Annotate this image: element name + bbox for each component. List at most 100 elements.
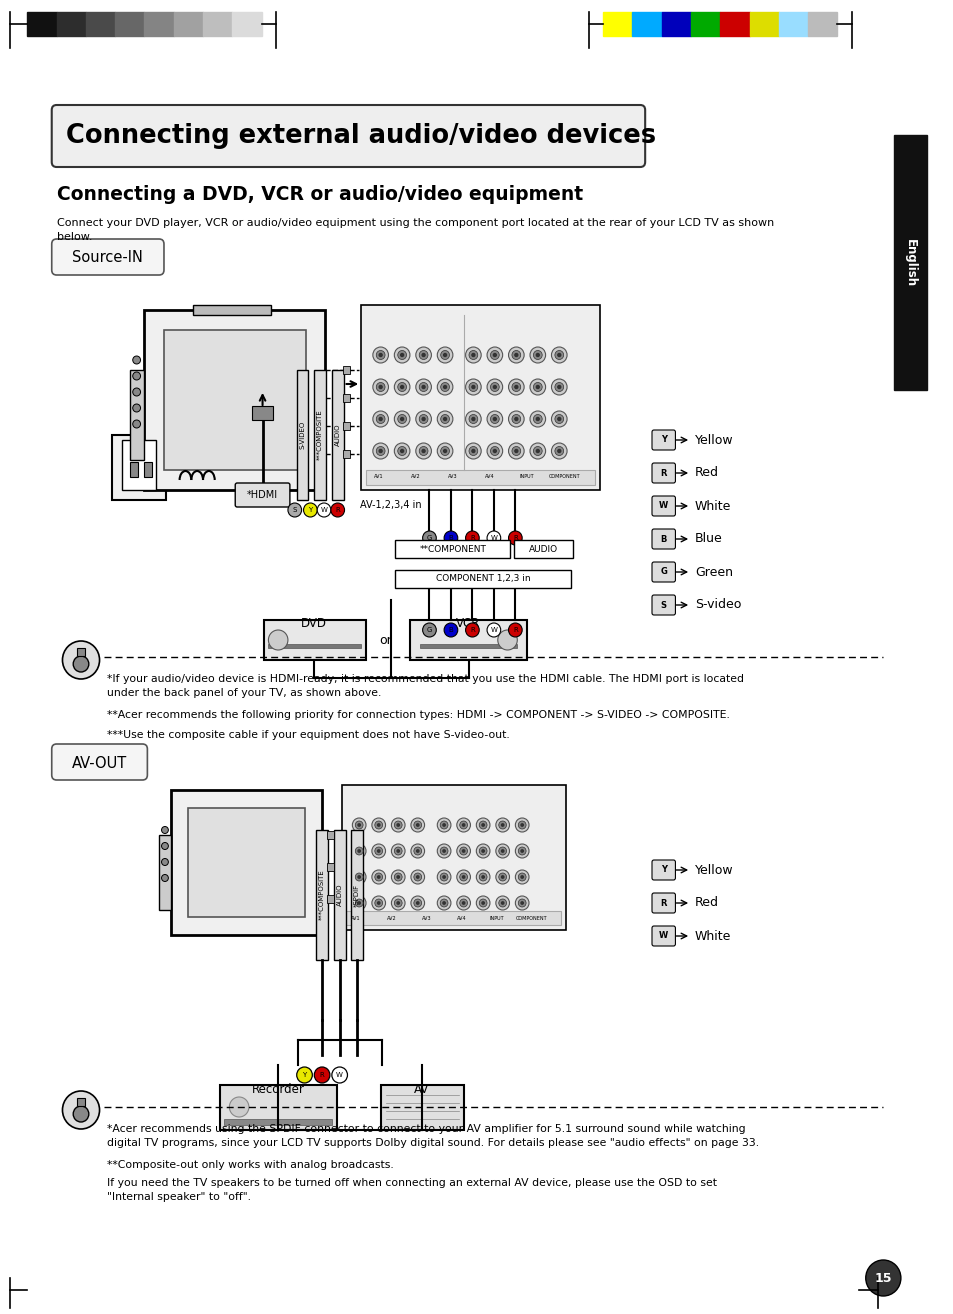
Text: *Acer recommends using the SPDIF connector to connect to your AV amplifier for 5: *Acer recommends using the SPDIF connect… xyxy=(108,1123,745,1134)
Circle shape xyxy=(520,824,523,827)
Circle shape xyxy=(490,447,498,456)
Circle shape xyxy=(498,872,506,880)
FancyBboxPatch shape xyxy=(651,530,675,549)
Circle shape xyxy=(372,819,385,832)
Circle shape xyxy=(465,411,480,427)
Circle shape xyxy=(498,899,506,907)
Text: English: English xyxy=(903,239,916,286)
Circle shape xyxy=(515,844,529,858)
Circle shape xyxy=(416,850,418,853)
Circle shape xyxy=(515,870,529,884)
Circle shape xyxy=(397,382,406,392)
Circle shape xyxy=(352,844,366,858)
Bar xyxy=(224,1120,332,1125)
Circle shape xyxy=(462,876,464,878)
Bar xyxy=(749,12,778,35)
Bar xyxy=(233,12,261,35)
Circle shape xyxy=(375,447,385,456)
Circle shape xyxy=(414,821,421,829)
Text: COMPONENT 1,2,3 in: COMPONENT 1,2,3 in xyxy=(436,574,530,583)
Circle shape xyxy=(551,443,566,459)
Bar xyxy=(130,371,144,460)
FancyBboxPatch shape xyxy=(651,859,675,880)
Circle shape xyxy=(517,899,525,907)
Text: AV-1,2,3,4 in: AV-1,2,3,4 in xyxy=(359,501,421,510)
Circle shape xyxy=(352,896,366,911)
Text: B: B xyxy=(448,535,453,541)
Circle shape xyxy=(530,411,545,427)
Bar xyxy=(346,911,560,925)
Circle shape xyxy=(478,899,487,907)
Circle shape xyxy=(62,1091,99,1129)
Circle shape xyxy=(416,443,431,459)
Circle shape xyxy=(314,1067,330,1083)
Text: W: W xyxy=(659,932,668,941)
Circle shape xyxy=(558,449,560,452)
Circle shape xyxy=(465,623,478,637)
Bar xyxy=(268,644,361,648)
FancyBboxPatch shape xyxy=(51,239,164,275)
Text: AV1: AV1 xyxy=(351,916,360,921)
Text: Yellow: Yellow xyxy=(694,434,733,447)
Circle shape xyxy=(375,351,385,360)
Circle shape xyxy=(443,353,446,356)
Text: W: W xyxy=(659,502,668,511)
Circle shape xyxy=(476,870,490,884)
Bar xyxy=(410,620,526,660)
Circle shape xyxy=(443,385,446,389)
FancyBboxPatch shape xyxy=(651,562,675,582)
Circle shape xyxy=(132,403,140,413)
Bar xyxy=(164,330,305,470)
Bar xyxy=(115,12,144,35)
Bar xyxy=(361,305,599,490)
Bar xyxy=(778,12,807,35)
Bar xyxy=(332,371,343,501)
Circle shape xyxy=(418,414,428,423)
Text: COMPONENT: COMPONENT xyxy=(516,916,547,921)
Circle shape xyxy=(536,418,538,420)
Circle shape xyxy=(396,824,399,827)
Text: **Acer recommends the following priority for connection types: HDMI -> COMPONENT: **Acer recommends the following priority… xyxy=(108,710,729,720)
Text: Y: Y xyxy=(308,507,313,512)
Circle shape xyxy=(462,850,464,853)
Text: B: B xyxy=(448,627,453,633)
Circle shape xyxy=(394,848,402,855)
Text: **Composite-out only works with analog broadcasts.: **Composite-out only works with analog b… xyxy=(108,1160,394,1169)
Circle shape xyxy=(391,896,405,911)
Text: AV3: AV3 xyxy=(421,916,431,921)
Circle shape xyxy=(440,414,449,423)
Text: *HDMI: *HDMI xyxy=(247,490,278,501)
Circle shape xyxy=(132,420,140,428)
Bar xyxy=(159,834,171,911)
Circle shape xyxy=(501,850,503,853)
Circle shape xyxy=(352,870,366,884)
Circle shape xyxy=(443,449,446,452)
Circle shape xyxy=(440,447,449,456)
Circle shape xyxy=(487,378,502,396)
Circle shape xyxy=(551,378,566,396)
Circle shape xyxy=(551,411,566,427)
Text: AUDIO: AUDIO xyxy=(336,884,342,907)
Text: S-video: S-video xyxy=(694,598,740,611)
Circle shape xyxy=(498,821,506,829)
Circle shape xyxy=(422,623,436,637)
Circle shape xyxy=(442,850,445,853)
Text: R: R xyxy=(470,535,475,541)
Bar xyxy=(144,463,152,477)
Circle shape xyxy=(444,623,457,637)
Circle shape xyxy=(62,641,99,679)
Circle shape xyxy=(530,443,545,459)
Circle shape xyxy=(465,443,480,459)
Bar xyxy=(602,12,632,35)
Circle shape xyxy=(421,449,425,452)
Bar xyxy=(144,12,173,35)
Circle shape xyxy=(73,1106,89,1122)
Text: White: White xyxy=(694,499,731,512)
Circle shape xyxy=(416,347,431,363)
Circle shape xyxy=(439,821,448,829)
Text: AV4: AV4 xyxy=(485,474,495,480)
Circle shape xyxy=(391,844,405,858)
Circle shape xyxy=(481,824,484,827)
Circle shape xyxy=(469,447,477,456)
Circle shape xyxy=(462,901,464,904)
